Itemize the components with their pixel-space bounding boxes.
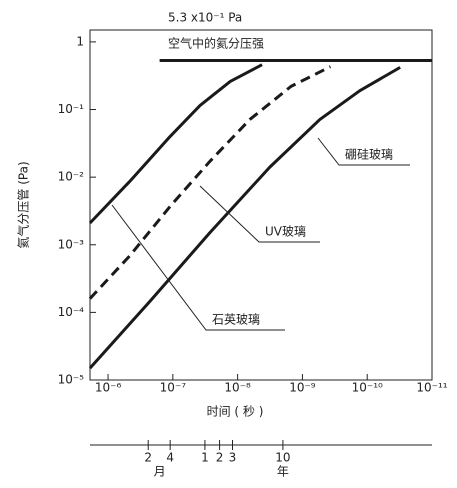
- series-line: [88, 65, 332, 300]
- series-line: [88, 66, 401, 370]
- x-tick-label: 10⁻¹¹: [416, 381, 447, 395]
- series-label: 硼硅玻璃: [345, 148, 393, 162]
- time-tick-label: 1: [201, 451, 209, 465]
- leader-line: [199, 185, 320, 243]
- leader-line: [317, 137, 410, 166]
- time-tick-label: 10: [275, 451, 290, 465]
- x-tick-label: 10⁻⁹: [289, 381, 316, 395]
- y-tick-label: 1: [76, 34, 84, 48]
- leader-line: [111, 204, 285, 331]
- y-axis-label: 氦气分压管 (Pa): [16, 161, 31, 248]
- time-tick-label: 2: [144, 451, 152, 465]
- time-tick-label: 4: [166, 451, 174, 465]
- x-tick-label: 10⁻⁷: [160, 381, 187, 395]
- x-axis-label: 时间 ( 秒 ): [207, 405, 264, 419]
- y-tick-label: 10⁻⁵: [58, 373, 85, 387]
- saturation-label: 5.3 x10⁻¹ Pa: [168, 11, 242, 25]
- x-tick-label: 10⁻¹⁰: [352, 381, 383, 395]
- y-tick-label: 10⁻³: [58, 237, 85, 251]
- time-tick-label: 2: [216, 451, 224, 465]
- x-tick-label: 10⁻⁶: [95, 381, 122, 395]
- time-tick-label: 3: [229, 451, 237, 465]
- series-line: [88, 63, 263, 225]
- series-label: 石英玻璃: [212, 313, 260, 327]
- x-tick-label: 10⁻⁸: [224, 381, 251, 395]
- y-tick-label: 10⁻¹: [58, 102, 85, 116]
- time-unit-label: 年: [277, 465, 289, 479]
- y-tick-label: 10⁻²: [58, 170, 85, 184]
- plot-frame: [89, 29, 433, 381]
- series-label: UV玻璃: [265, 225, 306, 239]
- saturation-text: 空气中的氦分压强: [168, 36, 264, 51]
- time-unit-label: 月: [154, 465, 166, 479]
- y-tick-label: 10⁻⁴: [58, 305, 85, 319]
